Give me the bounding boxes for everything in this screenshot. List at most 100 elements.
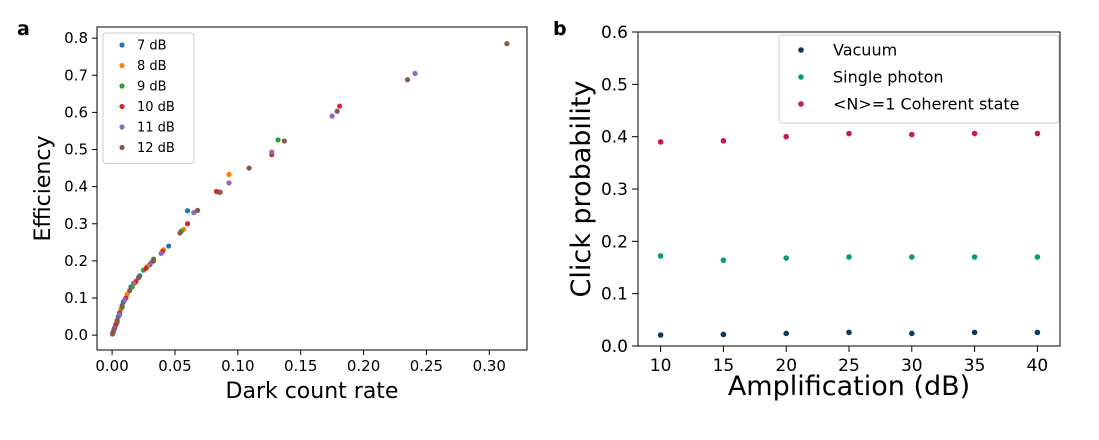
chart-a-data-point — [404, 77, 411, 83]
chart-b-data-point — [657, 139, 664, 145]
chart-b-data-point — [783, 133, 790, 140]
chart-a-plot-frame — [96, 26, 528, 351]
chart-b-legend-label: Single photon — [833, 68, 944, 87]
chart-a-legend-label: 10 dB — [137, 100, 175, 115]
chart-b-data-point — [971, 130, 978, 137]
chart-a-y-tick-label: 0.3 — [64, 215, 88, 233]
chart-a-y-tick-label: 0.0 — [64, 326, 88, 344]
chart-a-legend-label: 7 dB — [137, 39, 167, 54]
chart-a-data-point — [269, 149, 275, 155]
chart-a-data-point — [135, 275, 142, 281]
chart-a-x-tick-label: 0.20 — [347, 357, 380, 375]
chart-a-legend: 7 dB 8 dB 9 dB 10 dB 11 dB 12 dB — [102, 32, 195, 164]
chart-a-legend-marker — [119, 144, 125, 151]
chart-a-data-point — [184, 208, 191, 214]
chart-b-y-tick-label: 0.1 — [601, 285, 628, 305]
chart-a-y-tick-label: 0.4 — [64, 178, 88, 196]
panel-label-a: a — [17, 18, 30, 40]
chart-b-y-tick-label: 0.2 — [601, 232, 628, 252]
chart-a-legend-marker — [119, 62, 125, 69]
chart-b-data-point — [971, 329, 978, 336]
chart-a-data-point — [117, 312, 123, 318]
chart-a-data-point — [337, 103, 343, 109]
chart-a-data-point — [504, 41, 510, 47]
chart-a-data-point — [127, 287, 133, 294]
chart-a-data-point — [109, 331, 116, 337]
chart-a-series-7-db — [110, 208, 191, 336]
chart-b-x-tick-label: 35 — [964, 356, 986, 376]
chart-a-data-point — [191, 210, 197, 216]
chart-b-y-tick-label: 0.0 — [601, 337, 628, 357]
chart-a-legend-label: 9 dB — [137, 80, 167, 95]
chart-b-data-point — [908, 330, 915, 337]
chart-b-series-vacuum — [657, 329, 1041, 338]
chart-b-x-tick-label: 20 — [775, 356, 797, 376]
chart-b-data-point — [720, 257, 727, 263]
chart-a-y-tick-label: 0.2 — [64, 252, 88, 270]
chart-a-data-point — [150, 258, 157, 264]
chart-b-series-single-photon — [657, 253, 1041, 263]
chart-b-data-point — [846, 329, 852, 336]
chart-b-legend-box — [778, 34, 1060, 124]
chart-b-data-point — [657, 332, 664, 338]
chart-a-data-point — [184, 221, 191, 227]
chart-b-legend-marker — [798, 101, 804, 107]
chart-a-legend-marker — [119, 42, 125, 48]
chart-b-data-point — [1034, 130, 1041, 137]
chart-a-x-tick-label: 0.00 — [95, 357, 128, 375]
chart-a-data-point — [111, 326, 117, 333]
chart-b-y-tick-label: 0.6 — [601, 23, 628, 43]
chart-a-series-11-db — [110, 70, 418, 336]
chart-a-data-point — [281, 138, 287, 144]
chart-b-data-point — [971, 254, 978, 260]
chart-b-y-tick-label: 0.4 — [601, 128, 628, 148]
chart-b-legend-marker — [798, 74, 804, 80]
chart-a-legend-box — [102, 32, 195, 164]
chart-a-data-point — [246, 165, 252, 171]
chart-a-data-point — [177, 230, 183, 236]
chart-a-x-tick-label: 0.15 — [284, 357, 317, 375]
chart-b-y-tick-label: 0.3 — [601, 180, 628, 200]
chart-b-x-tick-label: 30 — [901, 356, 923, 376]
chart-b-legend: Vacuum Single photon <N>=1 Coherent state — [778, 34, 1060, 124]
chart-a-data-point — [122, 297, 128, 303]
chart-b-data-point — [1034, 254, 1041, 260]
chart-a-x-axis-label: Dark count rate — [226, 379, 399, 404]
chart-a-x-tick-label: 0.05 — [158, 357, 191, 375]
chart-a-legend-marker — [119, 124, 125, 130]
chart-a-legend-label: 8 dB — [137, 59, 167, 74]
chart-b-data-point — [846, 254, 852, 260]
chart-a-x-tick-label: 0.30 — [473, 357, 506, 375]
chart-a-data-point — [119, 302, 125, 309]
chart-a-data-point — [275, 137, 281, 143]
chart-b-data-point — [908, 131, 915, 138]
chart-b-data-point — [720, 331, 727, 338]
chart-a-data-point — [194, 207, 201, 214]
chart-a-y-axis-label: Efficiency — [31, 136, 56, 242]
chart-a-series-9-db — [110, 137, 281, 335]
chart-b-x-tick-label: 15 — [713, 356, 735, 376]
chart-a-legend-marker — [119, 103, 125, 110]
chart-a-data-point — [412, 70, 418, 77]
chart-b-data-point — [846, 130, 852, 137]
chart-a-data-point — [226, 171, 232, 177]
chart-a-data-point — [166, 243, 172, 249]
chart-a-y-tick-label: 0.5 — [64, 141, 88, 159]
chart-b-y-axis-label: Click probability — [566, 80, 597, 297]
chart-b: 10 15 20 25 30 35 40 0.0 0.1 0.2 0.3 0.4 0.5 0.6 Ampli… — [566, 23, 1061, 402]
panel-label-b: b — [553, 18, 567, 40]
chart-a-data-point — [217, 189, 223, 195]
chart-b-legend-label: <N>=1 Coherent state — [833, 95, 1020, 114]
chart-b-x-axis-label: Amplification (dB) — [728, 371, 970, 402]
chart-a-data-point — [143, 265, 149, 271]
chart-b-data-point — [657, 253, 664, 259]
chart-a-data-point — [226, 180, 232, 186]
chart-b-data-point — [783, 255, 790, 261]
chart-a: 0.00 0.05 0.10 0.15 0.20 0.25 0.30 0.0 0.1 0.2 0.3… — [31, 26, 528, 404]
chart-b-data-point — [720, 138, 727, 144]
chart-a-legend-marker — [119, 83, 125, 89]
chart-a-legend-label: 12 dB — [137, 141, 175, 156]
chart-b-legend-label: Vacuum — [833, 41, 897, 60]
chart-a-data-point — [158, 250, 164, 257]
